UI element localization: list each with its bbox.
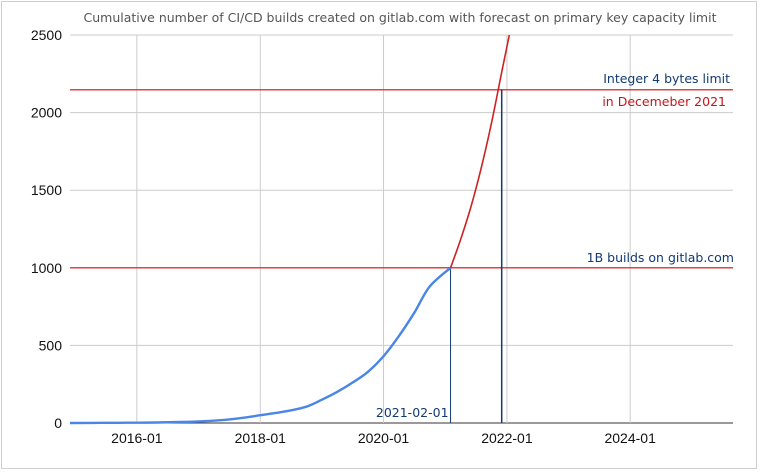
x-tick-label: 2022-01 xyxy=(481,430,533,446)
y-tick-label: 2000 xyxy=(31,105,62,121)
milestone-label: 1B builds on gitlab.com xyxy=(587,250,734,265)
reference-lines xyxy=(70,89,733,269)
vertical-markers xyxy=(450,89,503,423)
limit-label: Integer 4 bytes limit xyxy=(603,71,730,86)
x-tick-label: 2020-01 xyxy=(358,430,410,446)
series-group xyxy=(69,34,511,425)
x-tick-label: 2016-01 xyxy=(111,430,163,446)
annotations: Integer 4 bytes limit in Decemeber 2021 1B… xyxy=(376,71,734,420)
y-tick-label: 2500 xyxy=(31,27,62,43)
chart-title: Cumulative number of CI/CD builds create… xyxy=(84,10,717,25)
y-tick-label: 0 xyxy=(54,415,62,431)
x-tick-label: 2024-01 xyxy=(604,430,656,446)
marker-date-label: 2021-02-01 xyxy=(376,405,449,420)
y-axis-ticks: 0 500 1000 1500 2000 2500 xyxy=(31,27,62,431)
x-tick-label: 2018-01 xyxy=(235,430,287,446)
y-tick-label: 1500 xyxy=(31,182,62,198)
y-tick-label: 500 xyxy=(39,337,63,353)
limit-date-label: in Decemeber 2021 xyxy=(602,94,726,109)
forecast-line xyxy=(449,34,511,269)
y-tick-label: 1000 xyxy=(31,260,62,276)
x-axis-ticks: 2016-01 2018-01 2020-01 2022-01 2024-01 xyxy=(111,430,656,446)
actual-builds-line xyxy=(69,266,452,425)
